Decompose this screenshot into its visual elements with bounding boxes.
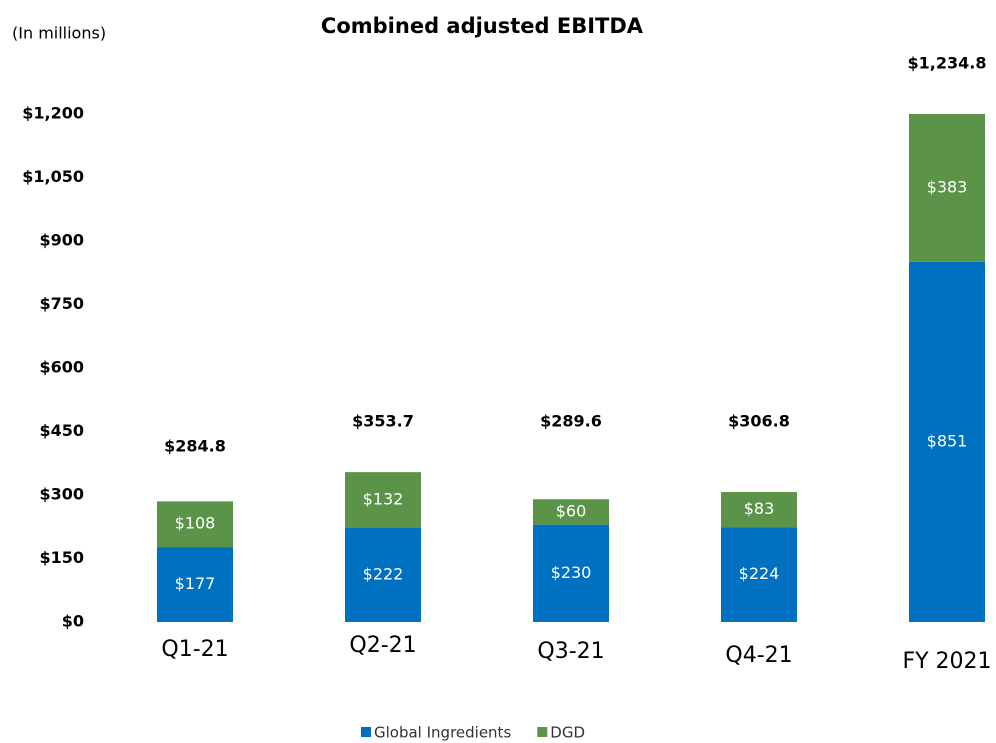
y-tick-label: $900 [39,231,84,250]
legend-label: Global Ingredients [374,724,511,742]
x-tick-label: Q4-21 [725,643,792,668]
x-tick-label: Q3-21 [537,639,604,664]
y-tick-label: $450 [39,421,84,440]
chart-title: Combined adjusted EBITDA [321,14,644,38]
bar-segment [533,524,609,622]
legend-swatch [361,727,371,737]
total-label: $1,234.8 [908,54,987,73]
y-tick-label: $300 [39,485,84,504]
total-label: $284.8 [164,437,226,456]
y-tick-label: $600 [39,358,84,377]
y-tick-label: $150 [39,548,84,567]
x-tick-label: Q1-21 [161,637,228,662]
bar-segment [157,547,233,622]
value-label: $224 [739,564,780,583]
value-label: $230 [551,563,592,582]
y-tick-label: $1,200 [22,104,84,123]
total-label: $306.8 [728,412,790,431]
value-label: $60 [556,501,587,520]
total-label: $353.7 [352,412,414,431]
plot-area [157,114,985,622]
legend-swatch [537,727,548,737]
value-label: $383 [927,177,968,196]
value-label: $177 [175,574,216,593]
bar-segment [721,492,797,528]
value-label: $222 [363,565,404,584]
value-label: $83 [744,499,775,518]
value-label: $132 [363,490,404,509]
value-label: $851 [927,431,968,450]
y-tick-label: $1,050 [22,167,84,186]
bar-segment [909,261,985,622]
bar-segment [909,114,985,262]
bar-segment [345,472,421,529]
subtitle: (In millions) [12,24,106,43]
y-tick-label: $750 [39,294,84,313]
bar-segment [721,527,797,622]
x-tick-label: Q2-21 [349,633,416,658]
y-tick-label: $0 [62,612,84,631]
bar-segment [533,499,609,525]
bar-segment [345,528,421,622]
value-label: $108 [175,514,216,533]
total-label: $289.6 [540,412,602,431]
legend-label: DGD [550,724,585,742]
bar-segment [157,501,233,548]
x-tick-label: FY 2021 [902,649,991,674]
